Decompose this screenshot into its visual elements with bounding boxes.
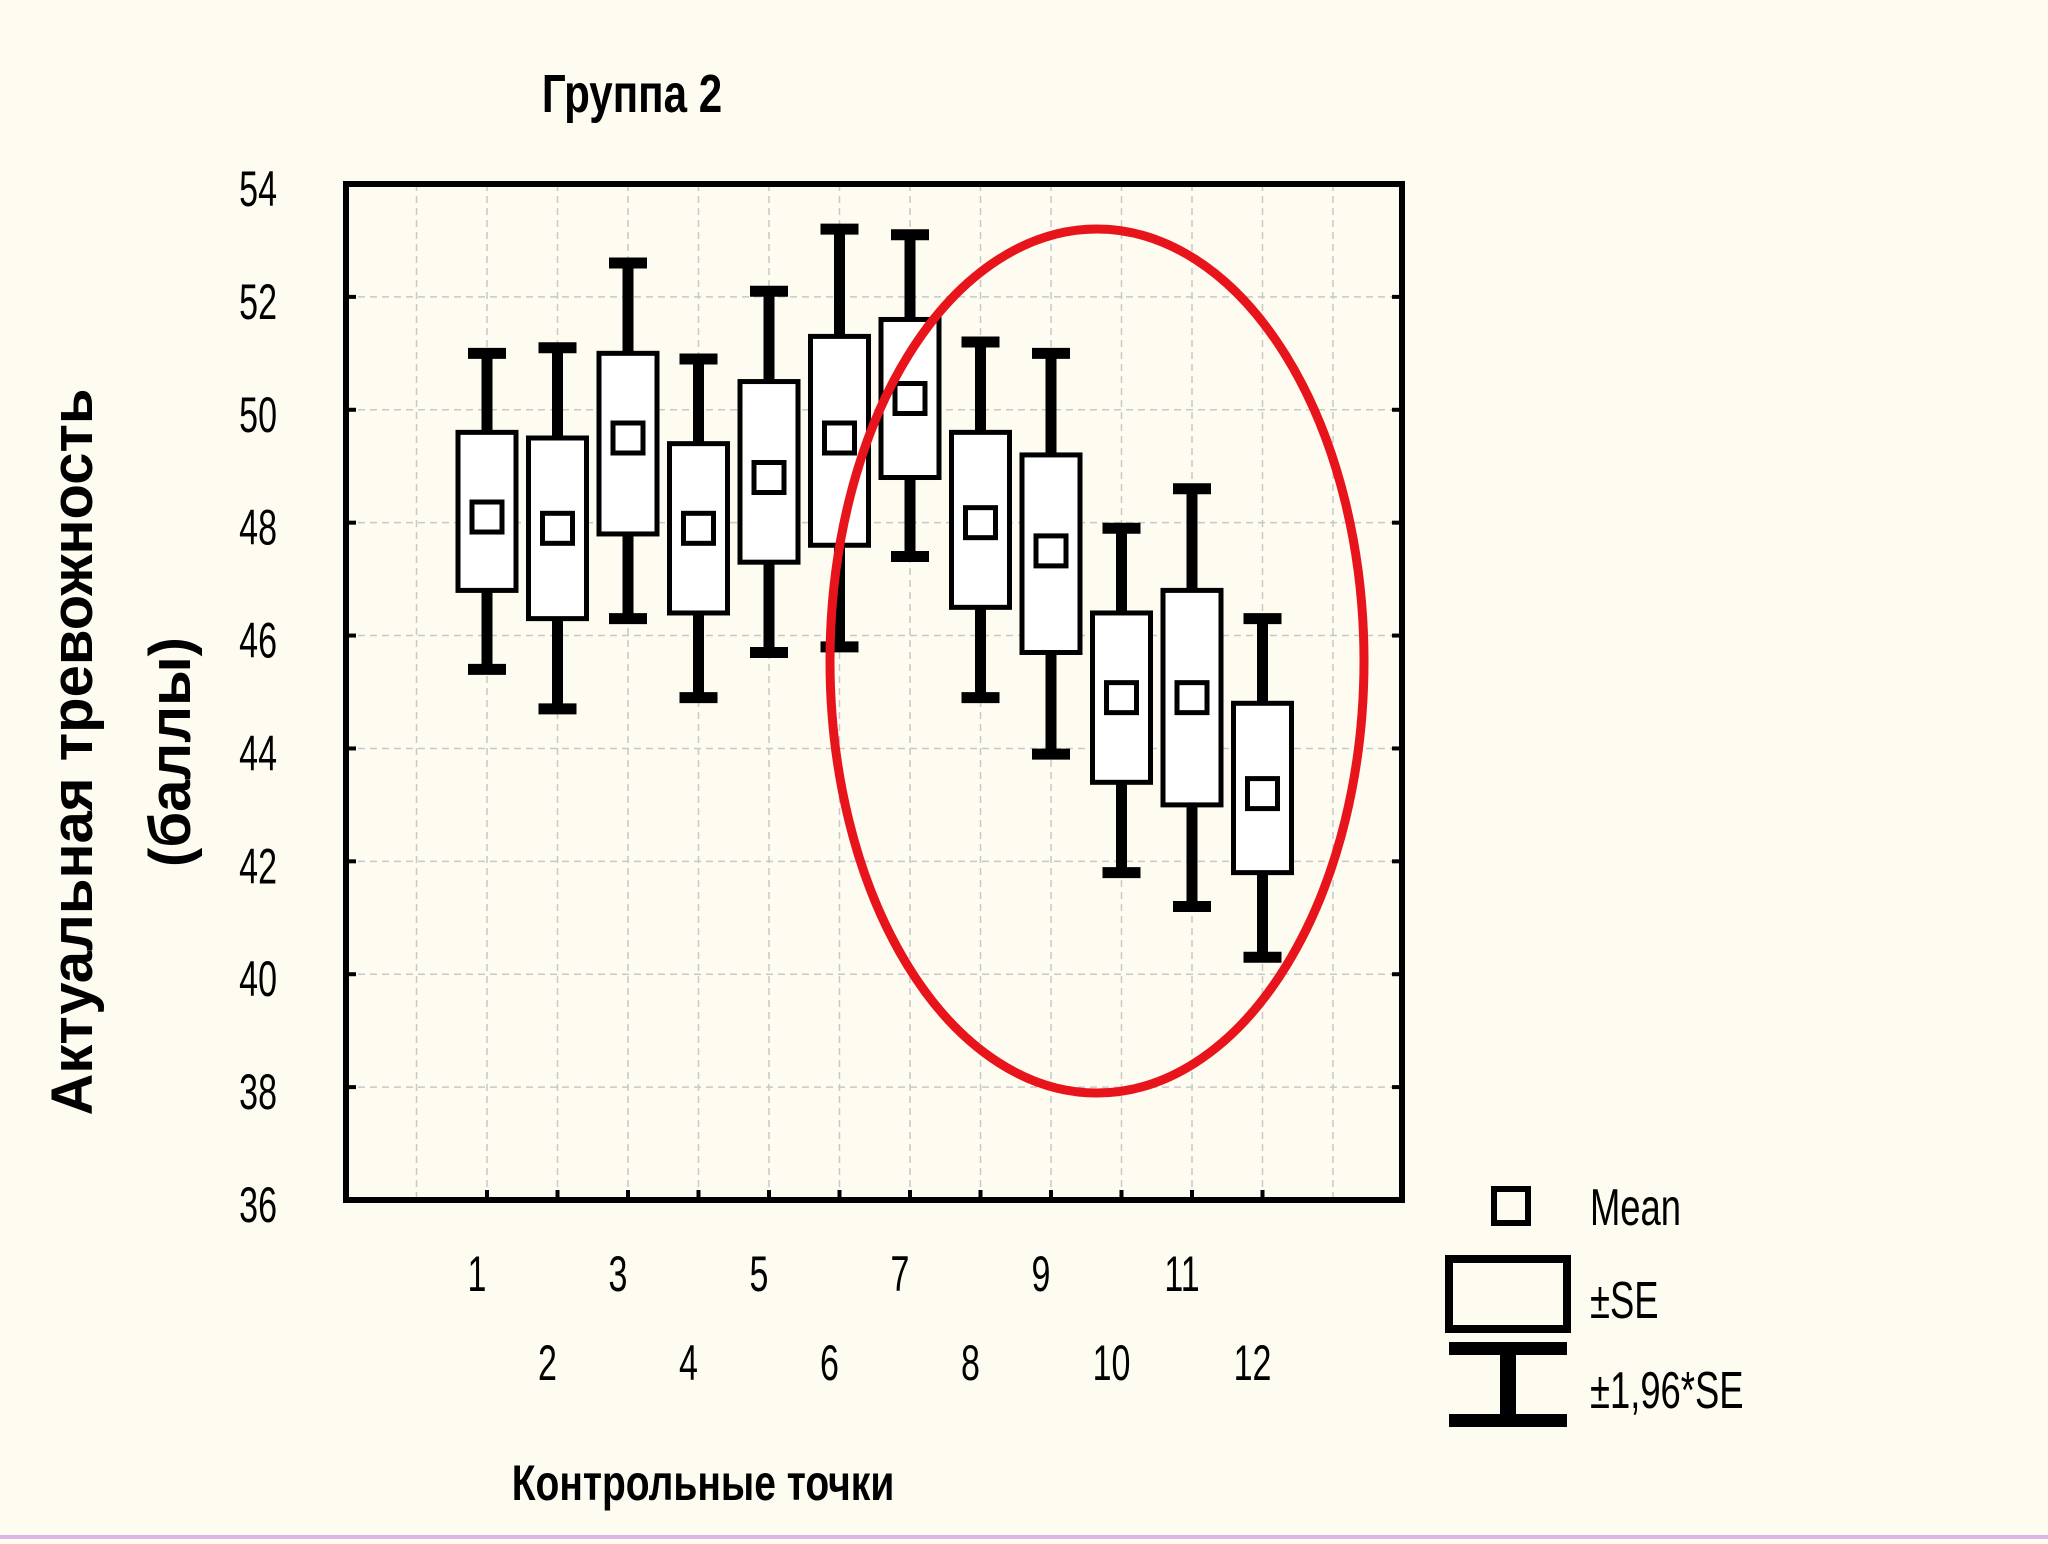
box-point-4 — [667, 353, 730, 704]
y-axis: 36 38 40 42 44 46 48 50 52 54 — [239, 162, 1402, 1234]
box-point-11 — [1160, 483, 1224, 912]
mean-marker — [681, 510, 716, 546]
x-tick-label: 10 — [1093, 1336, 1131, 1392]
x-tick-label: 4 — [679, 1336, 698, 1392]
box-point-10 — [1090, 522, 1153, 879]
mean-marker — [1033, 533, 1069, 569]
legend: Mean ±SE ±1,96*SE — [1445, 1177, 1744, 1427]
x-tick-label: 5 — [750, 1247, 769, 1303]
y-tick-label: 44 — [239, 726, 277, 782]
chart-title: Группа 2 — [542, 64, 722, 124]
mean-marker — [469, 499, 505, 535]
y-tick-label: 50 — [239, 387, 277, 443]
y-tick-label: 38 — [239, 1065, 277, 1121]
highlight-ellipse — [825, 224, 1369, 1098]
y-tick-label: 40 — [239, 952, 277, 1008]
mean-marker — [822, 420, 857, 456]
x-tick-label: 2 — [538, 1336, 557, 1392]
legend-se-icon — [1445, 1255, 1571, 1333]
legend-se-label: ±SE — [1590, 1270, 1659, 1329]
se-box — [1160, 587, 1224, 808]
mean-marker — [1174, 680, 1210, 716]
legend-mean-icon — [1491, 1186, 1531, 1226]
y-tick-label: 48 — [239, 500, 277, 556]
x-axis-label: Контрольные точки — [512, 1454, 895, 1511]
box-point-6 — [808, 223, 871, 653]
mean-marker — [892, 380, 928, 416]
x-tick-label: 1 — [468, 1247, 487, 1303]
x-tick-label: 8 — [961, 1336, 980, 1392]
legend-ci-icon — [1449, 1342, 1567, 1427]
y-tick-label: 46 — [239, 613, 277, 669]
y-tick-label: 36 — [239, 1178, 277, 1234]
x-tick-label: 11 — [1164, 1247, 1199, 1303]
y-axis-label: Актуальная тревожность — [40, 388, 105, 1115]
mean-marker — [610, 420, 646, 456]
y-tick-label: 54 — [239, 162, 277, 218]
x-tick-label: 6 — [820, 1336, 839, 1392]
mean-marker — [963, 505, 998, 541]
box-point-8 — [949, 336, 1012, 704]
y-axis-label-units: (баллы) — [138, 637, 203, 867]
data-series — [455, 223, 1294, 963]
legend-mean-label: Mean — [1590, 1177, 1681, 1236]
x-tick-label: 12 — [1234, 1336, 1272, 1392]
box-point-3 — [596, 257, 660, 625]
x-tick-label: 7 — [891, 1247, 910, 1303]
y-tick-label: 52 — [239, 274, 277, 330]
box-point-12 — [1231, 613, 1294, 963]
legend-ci-label: ±1,96*SE — [1590, 1360, 1744, 1419]
x-tick-label: 9 — [1032, 1247, 1051, 1303]
grid — [346, 183, 1402, 1201]
box-point-5 — [737, 285, 801, 658]
bottom-border — [0, 1535, 2048, 1539]
mean-marker — [751, 460, 787, 496]
box-point-1 — [455, 347, 519, 675]
box-point-2 — [526, 342, 589, 715]
mean-marker — [1245, 776, 1280, 812]
x-tick-label: 3 — [609, 1247, 628, 1303]
mean-marker — [1104, 680, 1139, 716]
box-point-9 — [1019, 347, 1083, 760]
y-tick-label: 42 — [239, 839, 277, 895]
mean-marker — [540, 510, 575, 546]
plot-frame — [343, 181, 1405, 1203]
